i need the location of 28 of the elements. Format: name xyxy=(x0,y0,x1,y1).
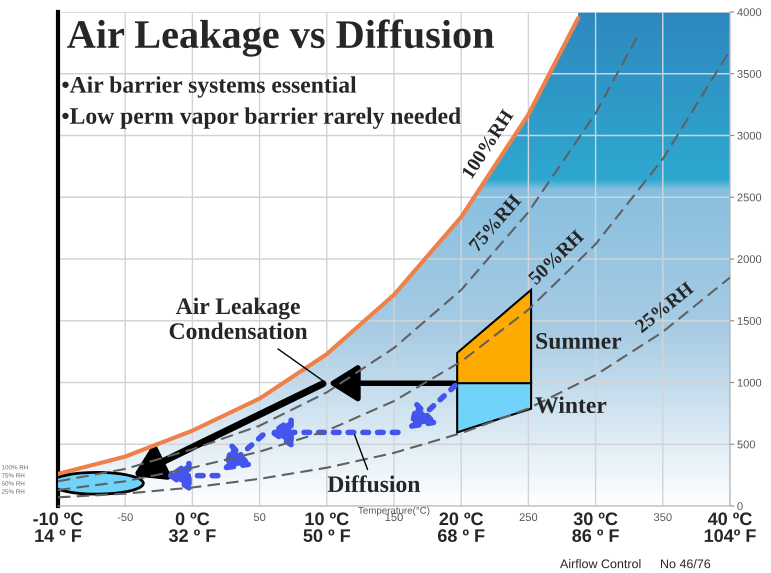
x-tick-label: 50 xyxy=(254,513,266,522)
x-tick-label: 350 xyxy=(654,513,672,522)
text: 30 ºC 86 º F xyxy=(572,512,619,542)
chart-title: Air Leakage vs Diffusion xyxy=(67,19,494,57)
x-tick-label: 250 xyxy=(520,513,538,522)
annotation: •Low perm vapor barrier rarely needed xyxy=(62,107,461,129)
annotation: Diffusion xyxy=(328,475,420,492)
text: Airflow Control xyxy=(560,559,640,568)
y-tick-label: 3000 xyxy=(737,132,762,140)
text: 20 ºC 68 º F xyxy=(438,512,484,542)
y-tick-label: 1500 xyxy=(738,317,762,325)
annotation: •Air barrier systems essential xyxy=(62,76,356,98)
y-tick-label: 4000 xyxy=(737,8,762,16)
y-tick-label: 1000 xyxy=(738,378,762,387)
text: 10 ºC 50 º F xyxy=(303,512,350,542)
text: -10 ºC 14 º F xyxy=(33,512,83,542)
text: 0 ºC 32 º F xyxy=(168,512,216,542)
annotation: Winter xyxy=(535,396,606,414)
text: No 46/76 xyxy=(661,559,710,568)
y-tick-label: 3500 xyxy=(737,70,762,78)
y-tick-label: 2500 xyxy=(738,194,762,202)
annotation: Air Leakage Condensation xyxy=(170,298,308,340)
y-tick-label: 500 xyxy=(737,440,756,448)
x-tick-label: -50 xyxy=(118,513,133,522)
text: 40 ºC 104º F xyxy=(704,512,756,542)
y-tick-label: 2000 xyxy=(738,255,762,264)
annotation: Summer xyxy=(536,333,622,349)
y-tick-label: 0 xyxy=(737,502,743,510)
